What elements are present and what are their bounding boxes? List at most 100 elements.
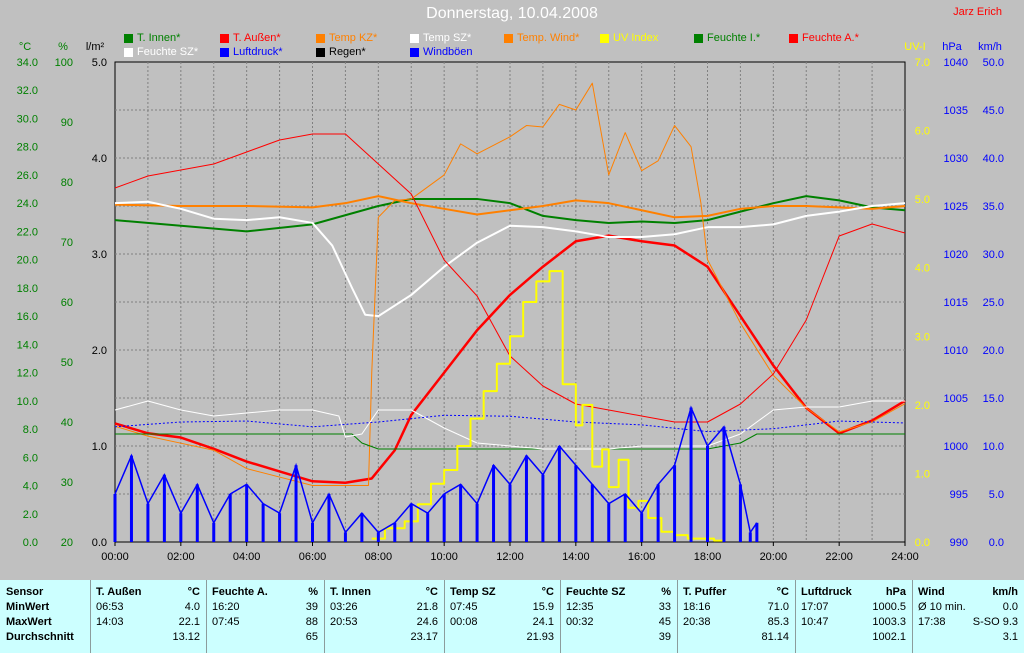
stats-separator — [677, 580, 678, 653]
humidity-axis-unit: % — [58, 41, 68, 53]
wind-tick-label: 30.0 — [983, 249, 1004, 261]
stats-value: 85.3 — [767, 616, 789, 628]
stats-column: T. Innen °C 03:26 21.8 20:53 24.6 23.17 — [324, 580, 444, 653]
legend-item: UV Index — [600, 32, 658, 44]
stats-time: Ø 10 min. — [918, 601, 966, 613]
humidity-tick-label: 90 — [61, 117, 73, 129]
humidity-tick-label: 30 — [61, 477, 73, 489]
stats-value: 24.6 — [416, 616, 438, 628]
time-tick-label: 16:00 — [628, 551, 656, 563]
stats-time: 17:38 — [918, 616, 946, 628]
stats-value: 71.0 — [767, 601, 789, 613]
stats-separator — [206, 580, 207, 653]
stats-value: 3.1 — [1002, 631, 1018, 643]
stats-time: 00:32 — [566, 616, 594, 628]
stats-time: 12:35 — [566, 601, 594, 613]
stats-separator — [912, 580, 913, 653]
wind-tick-label: 50.0 — [983, 57, 1004, 69]
humidity-tick-label: 50 — [61, 357, 73, 369]
author-name: Jarz Erich — [953, 6, 1002, 18]
stats-time: 17:07 — [801, 601, 829, 613]
legend-item: Feuchte SZ* — [124, 46, 198, 58]
stats-column: T. Puffer °C 18:16 71.0 20:38 85.3 81.14 — [677, 580, 795, 653]
humidity-tick-label: 60 — [61, 297, 73, 309]
legend-swatch — [600, 33, 609, 43]
stats-column-name: Feuchte SZ — [566, 586, 626, 598]
stats-time: 18:16 — [683, 601, 711, 613]
rain-tick-label: 4.0 — [92, 153, 107, 165]
stats-time: 20:53 — [330, 616, 358, 628]
legend-item: Regen* — [316, 46, 366, 58]
humidity-tick-label: 40 — [61, 417, 73, 429]
temp-tick-label: 2.0 — [23, 509, 38, 521]
time-tick-label: 04:00 — [233, 551, 261, 563]
stats-column-unit: °C — [541, 586, 554, 598]
stats-column: Temp SZ °C 07:45 15.9 00:08 24.1 21.93 — [444, 580, 560, 653]
temp-tick-label: 22.0 — [17, 226, 38, 238]
temp-tick-label: 12.0 — [17, 368, 38, 380]
stats-value: 0.0 — [1002, 601, 1018, 613]
series-feuchte-sz — [114, 400, 905, 450]
legend-swatch — [694, 33, 703, 43]
legend-label: UV Index — [613, 32, 659, 44]
stats-column-unit: km/h — [992, 586, 1018, 598]
wind-tick-label: 25.0 — [983, 297, 1004, 309]
temp-tick-label: 26.0 — [17, 170, 38, 182]
wind-tick-label: 15.0 — [983, 393, 1004, 405]
wind-tick-label: 0.0 — [989, 537, 1004, 549]
pressure-tick-label: 1015 — [944, 297, 968, 309]
uv-tick-label: 0.0 — [915, 537, 930, 549]
stats-time: 06:53 — [96, 601, 124, 613]
legend-label: Luftdruck* — [233, 46, 283, 58]
stats-column-name: T. Innen — [330, 586, 371, 598]
series-uv-index — [371, 270, 725, 542]
pressure-tick-label: 1025 — [944, 201, 968, 213]
stats-time: 07:45 — [450, 601, 478, 613]
stats-row-label: MaxWert — [6, 616, 52, 628]
legend-label: T. Innen* — [137, 32, 181, 44]
legend-item: Windböen — [410, 46, 473, 58]
time-tick-label: 22:00 — [825, 551, 853, 563]
stats-column-name: Temp SZ — [450, 586, 496, 598]
legend-swatch — [220, 47, 229, 57]
temp-tick-label: 0.0 — [23, 537, 38, 549]
stats-time: 07:45 — [212, 616, 240, 628]
legend-item: Luftdruck* — [220, 46, 283, 58]
uv-tick-label: 4.0 — [915, 263, 930, 275]
stats-column-unit: °C — [425, 586, 438, 598]
uv-tick-label: 7.0 — [915, 57, 930, 69]
series-temp-kz — [114, 195, 906, 219]
stats-time: 10:47 — [801, 616, 829, 628]
pressure-tick-label: 1005 — [944, 393, 968, 405]
temp-tick-label: 32.0 — [17, 85, 38, 97]
temp-tick-label: 8.0 — [23, 424, 38, 436]
stats-separator — [324, 580, 325, 653]
stats-value: 13.12 — [172, 631, 200, 643]
uv-tick-label: 2.0 — [915, 400, 930, 412]
legend-swatch — [316, 33, 325, 43]
legend-swatch — [124, 33, 133, 43]
stats-column-name: Wind — [918, 586, 945, 598]
time-tick-label: 24:00 — [891, 551, 919, 563]
stats-time: 20:38 — [683, 616, 711, 628]
stats-column-unit: °C — [187, 586, 200, 598]
legend-item: T. Außen* — [220, 32, 281, 44]
legend-item: Feuchte I.* — [694, 32, 760, 44]
legend-swatch — [410, 47, 419, 57]
temp-tick-label: 24.0 — [17, 198, 38, 210]
stats-column: Luftdruck hPa 17:07 1000.5 10:47 1003.3 1002.1 — [795, 580, 912, 653]
legend-swatch — [220, 33, 229, 43]
stats-row-label: Sensor — [6, 586, 44, 598]
rain-tick-label: 5.0 — [92, 57, 107, 69]
legend-label: Regen* — [329, 46, 366, 58]
stats-value: 1003.3 — [872, 616, 906, 628]
stats-column: Wind km/h Ø 10 min. 0.0 17:38 S-SO 9.3 3.1 — [912, 580, 1024, 653]
time-tick-label: 18:00 — [694, 551, 722, 563]
wind-axis-unit: km/h — [978, 41, 1002, 53]
temp-tick-label: 6.0 — [23, 452, 38, 464]
temp-tick-label: 20.0 — [17, 255, 38, 267]
humidity-tick-label: 80 — [61, 177, 73, 189]
uv-tick-label: 5.0 — [915, 194, 930, 206]
legend-swatch — [124, 47, 133, 57]
pressure-tick-label: 995 — [950, 489, 968, 501]
